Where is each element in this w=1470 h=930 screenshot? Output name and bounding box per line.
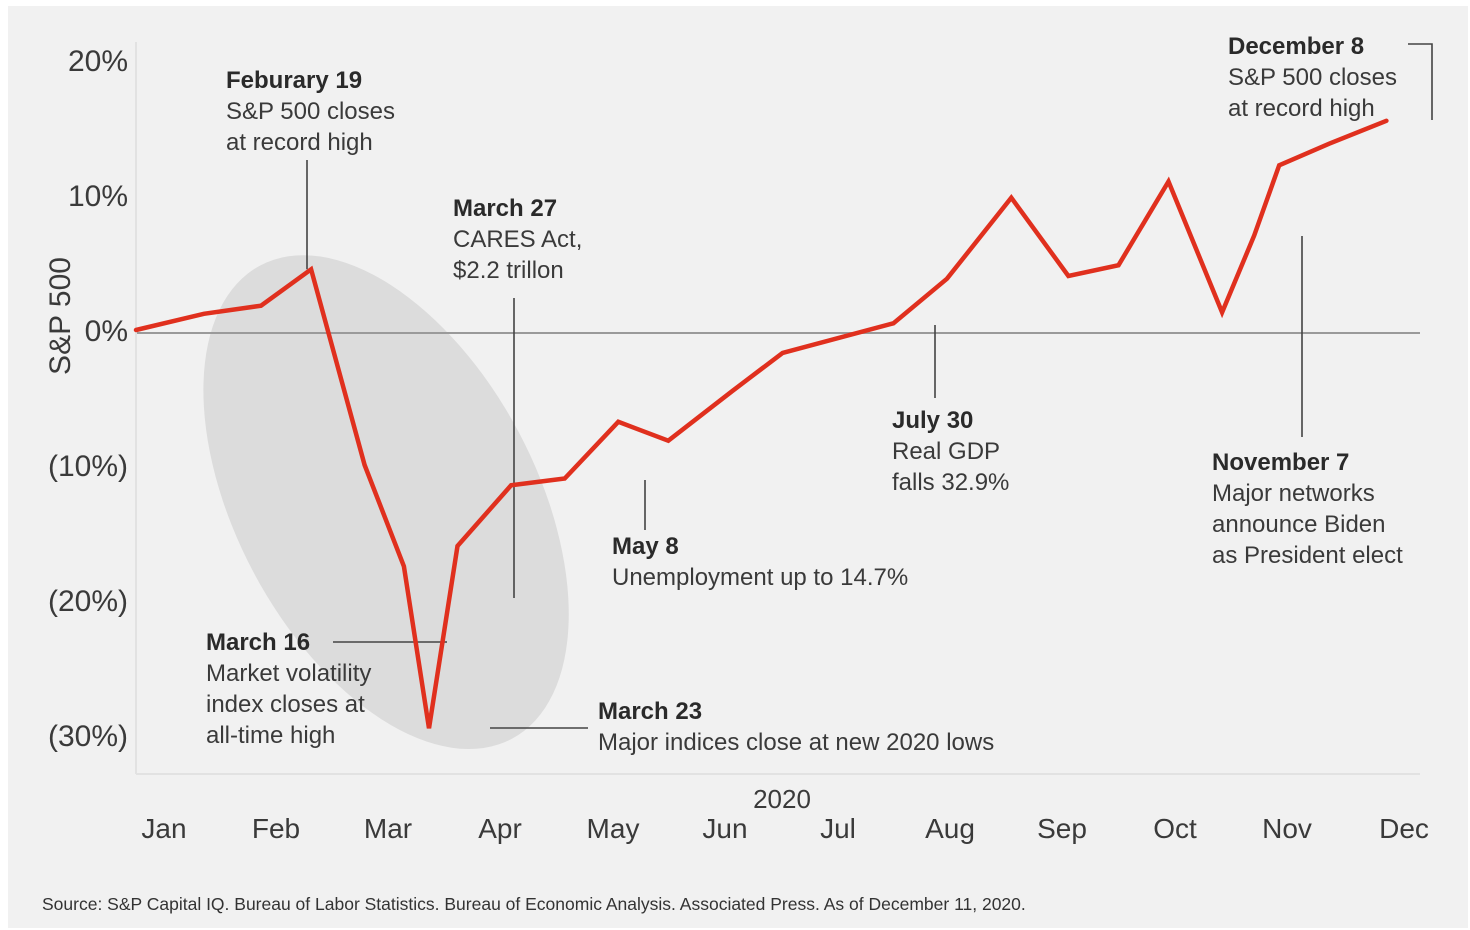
annotation-text: falls 32.9% [892, 469, 1009, 496]
annotation-title: March 27 [453, 195, 557, 222]
annotation-title: December 8 [1228, 33, 1364, 60]
annotation-text: Unemployment up to 14.7% [612, 564, 908, 591]
annotation: Feburary 19 S&P 500 closes at record high [226, 67, 395, 156]
annotation-text: announce Biden [1212, 511, 1385, 538]
series-line [133, 118, 1389, 729]
annotation-text: index closes at [206, 691, 365, 718]
annotation-title: May 8 [612, 533, 679, 560]
annotation-title: March 16 [206, 629, 310, 656]
annotation-title: March 23 [598, 698, 702, 725]
annotation-text: Major networks [1212, 480, 1375, 507]
x-tick-label: Jan [141, 813, 186, 844]
annotation-text: at record high [226, 129, 373, 156]
y-tick-label: 10% [68, 180, 128, 213]
x-tick-label: Sep [1037, 813, 1087, 844]
annotation: March 16 Market volatility index closes at… [206, 629, 371, 749]
chart-panel: 20% 10% 0% (10%) (20%) (30%) S&P 500 Jan Feb Ma… [8, 6, 1468, 928]
annotation-text: $2.2 trillon [453, 257, 564, 284]
x-tick-label: Apr [478, 813, 522, 844]
annotation-text: Major indices close at new 2020 lows [598, 729, 994, 756]
series-group [133, 118, 1389, 729]
x-tick-label: Nov [1262, 813, 1312, 844]
annotation-leader [1408, 43, 1433, 120]
annotation-title: July 30 [892, 407, 973, 434]
annotation-text: Market volatility [206, 660, 371, 687]
highlight-ellipse [203, 255, 569, 750]
annotation: March 27 CARES Act, $2.2 trillon [453, 195, 582, 284]
y-axis-label: S&P 500 [44, 257, 77, 375]
x-tick-label: Jun [702, 813, 747, 844]
selloff-highlight-ellipse [203, 255, 569, 750]
x-tick-label: Jul [820, 813, 856, 844]
x-tick-label: Feb [252, 813, 300, 844]
annotation-text: as President elect [1212, 542, 1403, 569]
sp500-2020-line-chart: 20% 10% 0% (10%) (20%) (30%) S&P 500 Jan Feb Ma… [42, 33, 1433, 914]
y-tick-label: 20% [68, 45, 128, 78]
source-note: Source: S&P Capital IQ. Bureau of Labor … [42, 894, 1026, 914]
annotation: December 8 S&P 500 closes at record high [1228, 33, 1397, 122]
annotation: November 7 Major networks announce Biden as… [1212, 449, 1403, 569]
annotation-leaders [306, 43, 1433, 729]
y-tick-label: (30%) [48, 720, 128, 753]
x-tick-label: May [587, 813, 640, 844]
x-tick-label: Aug [925, 813, 975, 844]
annotation-title: November 7 [1212, 449, 1349, 476]
x-tick-label: Dec [1379, 813, 1429, 844]
annotation: July 30 Real GDP falls 32.9% [892, 407, 1009, 496]
axes [135, 42, 1420, 775]
y-tick-label: (20%) [48, 585, 128, 618]
x-tick-label: Mar [364, 813, 412, 844]
annotation-text: at record high [1228, 95, 1375, 122]
annotation: March 23 Major indices close at new 2020 … [598, 698, 994, 756]
y-tick-label: 0% [85, 315, 128, 348]
x-tick-labels: Jan Feb Mar Apr May Jun Jul Aug Sep Oct Nov Dec [141, 813, 1428, 844]
annotation-title: Feburary 19 [226, 67, 362, 94]
annotation-text: S&P 500 closes [226, 98, 395, 125]
x-tick-label: Oct [1153, 813, 1197, 844]
annotation-labels: Feburary 19 S&P 500 closes at record high M… [206, 33, 1403, 756]
annotation-text: S&P 500 closes [1228, 64, 1397, 91]
x-axis-label: 2020 [753, 784, 811, 814]
y-tick-labels: 20% 10% 0% (10%) (20%) (30%) [48, 45, 128, 753]
annotation-text: CARES Act, [453, 226, 582, 253]
annotation-text: Real GDP [892, 438, 1000, 465]
annotation: May 8 Unemployment up to 14.7% [612, 533, 908, 591]
y-tick-label: (10%) [48, 450, 128, 483]
annotation-text: all-time high [206, 722, 335, 749]
